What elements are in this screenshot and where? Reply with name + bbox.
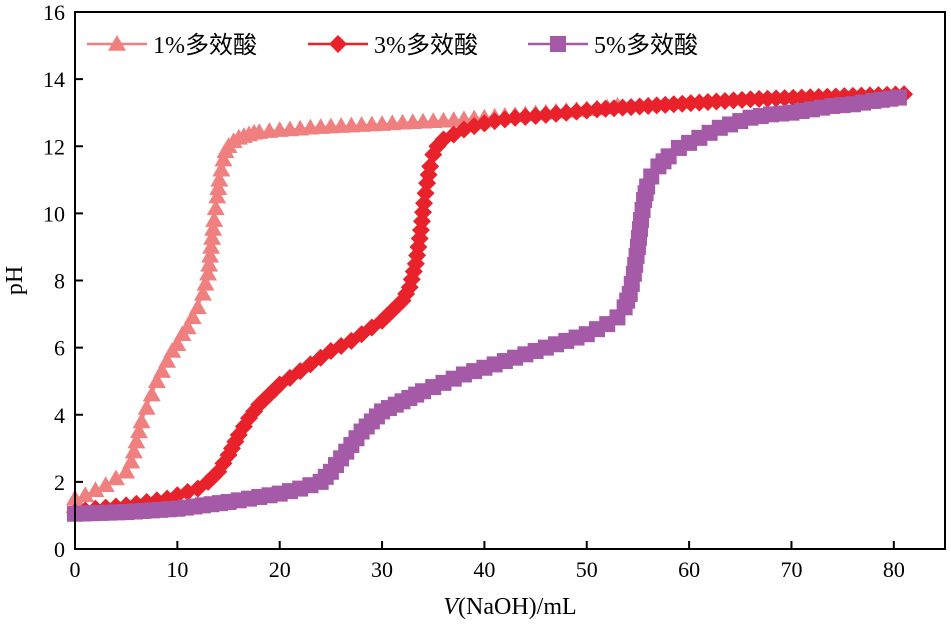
data-point <box>208 187 227 204</box>
data-point <box>547 104 566 123</box>
x-axis-title-rest: (NaOH)/mL <box>458 594 577 620</box>
data-point <box>202 237 221 254</box>
x-tick-label: 50 <box>576 557 598 582</box>
y-tick-label: 10 <box>43 201 65 226</box>
legend-marker-triangle <box>108 35 126 51</box>
data-point <box>132 412 151 429</box>
x-tick-label: 80 <box>883 557 905 582</box>
y-tick-label: 16 <box>43 0 65 25</box>
data-point <box>214 150 233 167</box>
data-point <box>204 220 223 236</box>
data-point <box>203 228 222 245</box>
y-tick-label: 12 <box>43 134 65 159</box>
data-point <box>86 481 105 498</box>
data-point <box>188 298 207 315</box>
data-point <box>122 452 141 469</box>
x-tick-label: 0 <box>70 557 81 582</box>
legend-item-3: 5%多效酸 <box>528 32 698 59</box>
data-point <box>210 170 229 187</box>
x-tick-label: 30 <box>371 557 393 582</box>
data-point <box>127 432 146 449</box>
series-layer <box>66 85 914 522</box>
y-axis-title: pH <box>2 266 28 295</box>
legend: 1%多效酸 3%多效酸 5%多效酸 <box>87 32 698 59</box>
x-tick-label: 20 <box>269 557 291 582</box>
series-3 <box>67 89 907 522</box>
x-tick-label: 70 <box>780 557 802 582</box>
x-axis-title-variable: V <box>443 594 460 620</box>
legend-item-2: 3%多效酸 <box>308 32 478 59</box>
axes-layer: 0 10 20 30 40 50 60 70 80 0 2 4 6 8 10 12 14 16 <box>43 0 946 582</box>
data-point <box>205 211 224 227</box>
x-tick-label: 40 <box>473 557 495 582</box>
data-point <box>137 399 156 415</box>
data-point <box>567 102 586 121</box>
data-point <box>153 362 171 378</box>
data-point <box>117 462 136 479</box>
data-point <box>183 308 202 325</box>
y-tick-label: 4 <box>54 403 65 428</box>
data-point <box>200 255 219 272</box>
legend-marker-square <box>550 36 566 52</box>
data-point <box>536 105 555 124</box>
legend-marker-diamond <box>329 35 347 53</box>
x-axis-title: V(NaOH)/mL <box>443 594 576 620</box>
x-tick-label: 60 <box>678 557 700 582</box>
data-point <box>129 422 148 439</box>
data-point <box>76 486 95 503</box>
data-point <box>168 335 187 352</box>
y-tick-label: 2 <box>54 470 65 495</box>
y-tick-label: 6 <box>54 336 65 361</box>
data-point <box>106 469 125 486</box>
data-point <box>196 274 215 291</box>
legend-item-1: 1%多效酸 <box>87 32 257 59</box>
data-point <box>96 476 115 492</box>
data-point <box>142 385 161 402</box>
data-point <box>557 103 576 122</box>
legend-label: 1%多效酸 <box>153 32 257 59</box>
data-point <box>147 372 166 388</box>
data-point <box>193 284 212 301</box>
data-point <box>178 318 197 335</box>
y-tick-label: 8 <box>54 269 65 294</box>
data-point <box>526 107 545 126</box>
data-point <box>158 352 177 368</box>
legend-label: 3%多效酸 <box>374 32 478 59</box>
data-point <box>124 442 143 459</box>
y-tick-label: 0 <box>54 537 65 562</box>
data-point <box>890 89 907 106</box>
legend-label: 5%多效酸 <box>594 32 698 59</box>
data-point <box>506 108 525 127</box>
y-tick-label: 14 <box>43 67 65 92</box>
data-point <box>199 264 218 281</box>
data-point <box>201 246 220 263</box>
data-point <box>212 160 231 177</box>
data-point <box>209 179 228 195</box>
x-tick-label: 10 <box>166 557 188 582</box>
series-2 <box>66 85 914 522</box>
data-point <box>577 101 596 120</box>
data-point <box>206 199 225 216</box>
data-point <box>516 107 535 126</box>
